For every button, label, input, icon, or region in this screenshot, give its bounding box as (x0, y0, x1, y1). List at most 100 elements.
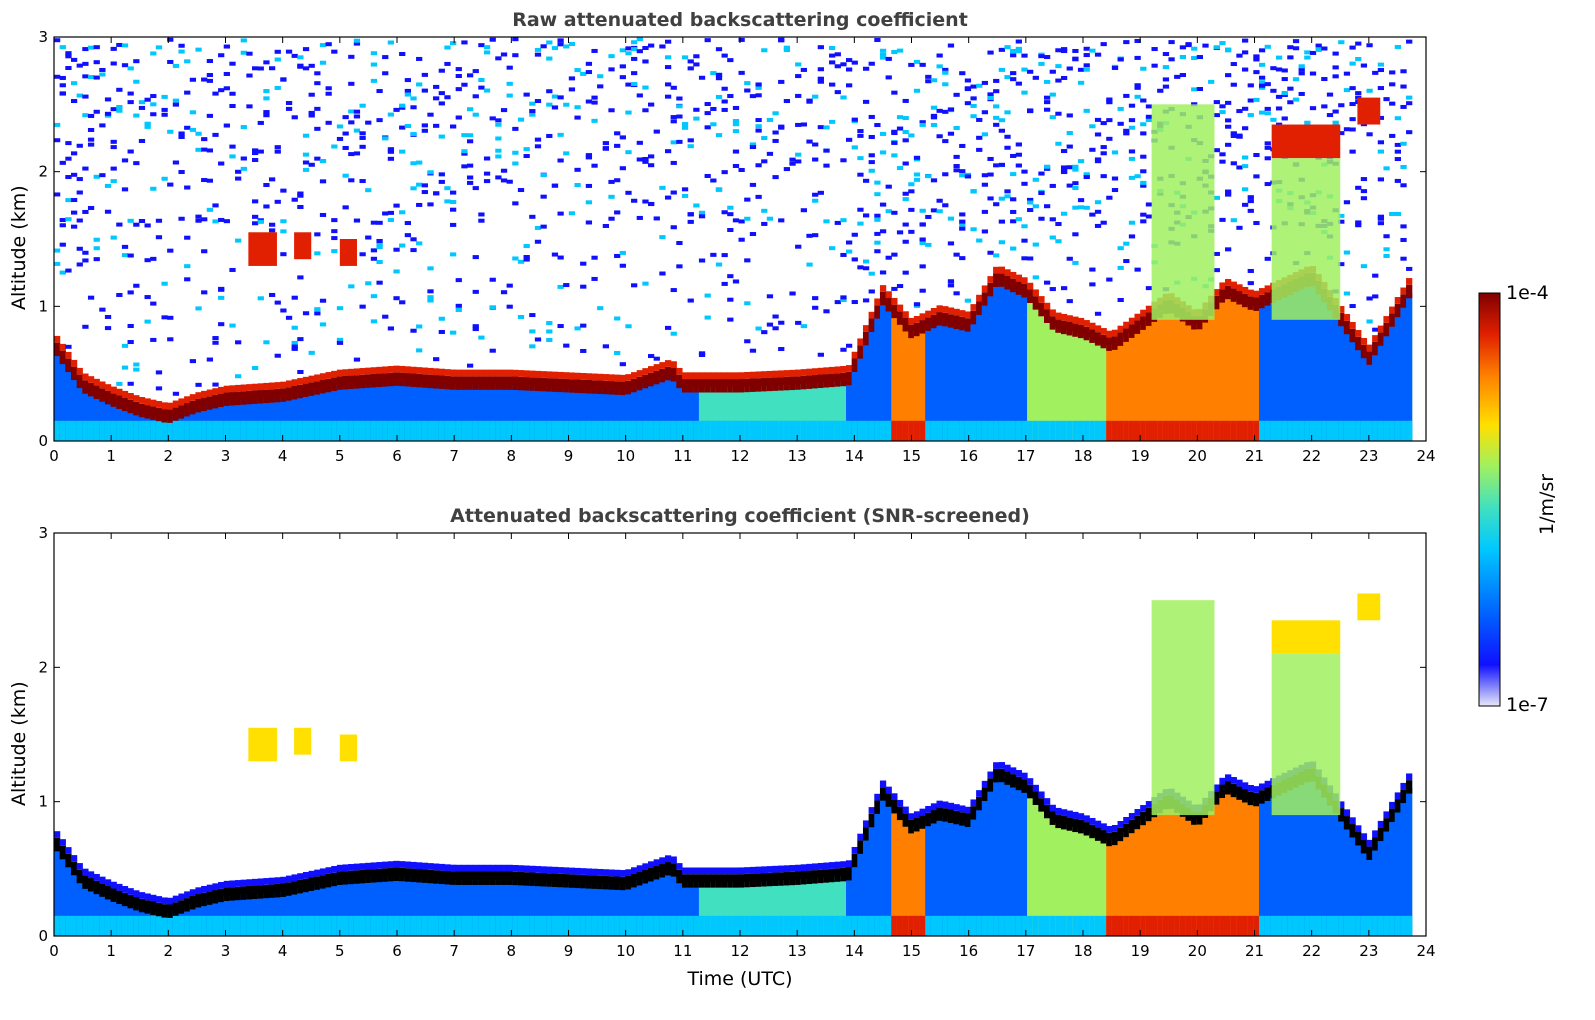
noise-speckle (1230, 82, 1237, 87)
noise-speckle (1123, 93, 1130, 98)
boundary-layer-top-cell (942, 808, 949, 822)
noise-speckle (851, 257, 858, 262)
boundary-layer-top-cell (189, 400, 197, 415)
boundary-layer-edge-cell (829, 366, 836, 374)
noise-speckle (1326, 92, 1334, 97)
noise-speckle (1072, 48, 1079, 53)
boundary-layer-edge-cell (1377, 820, 1385, 828)
noise-speckle (449, 124, 457, 129)
boundary-layer-top-cell (1049, 811, 1056, 825)
noise-speckle (1241, 202, 1249, 207)
noise-speckle (834, 64, 841, 69)
boundary-layer-edge-cell (1264, 285, 1271, 293)
surface-layer-cell (257, 420, 264, 441)
boundary-layer-top-cell (1225, 781, 1232, 795)
noise-speckle (1021, 224, 1028, 229)
mixed-layer-column (647, 876, 655, 936)
surface-layer-cell (908, 915, 915, 936)
mixed-layer-column (823, 877, 830, 936)
noise-speckle (438, 134, 445, 139)
mixed-layer-column (998, 776, 1005, 936)
noise-speckle (240, 166, 247, 171)
noise-speckle (438, 68, 445, 73)
noise-speckle (399, 103, 406, 108)
boundary-layer-top-cell (568, 874, 576, 888)
colorbar (1478, 292, 1501, 707)
noise-speckle (862, 99, 870, 104)
boundary-layer-edge-cell (1043, 302, 1051, 310)
noise-speckle (925, 242, 932, 247)
mixed-layer-column (1258, 798, 1266, 936)
noise-speckle (1032, 75, 1039, 80)
noise-speckle (218, 161, 225, 166)
surface-layer-cell (987, 420, 994, 441)
boundary-layer-edge-cell (410, 861, 417, 869)
boundary-layer-edge-cell (681, 372, 689, 380)
noise-speckle (1225, 124, 1232, 129)
noise-speckle (993, 122, 1000, 127)
noise-speckle (1247, 208, 1254, 213)
noise-speckle (1055, 48, 1062, 53)
noise-speckle (1128, 118, 1136, 123)
noise-speckle (732, 149, 740, 154)
surface-layer-cell (274, 420, 281, 441)
boundary-layer-top-cell (772, 872, 779, 886)
noise-speckle (201, 77, 208, 82)
noise-speckle (1225, 47, 1232, 52)
noise-speckle (597, 306, 604, 311)
boundary-layer-edge-cell (235, 384, 242, 392)
boundary-layer-edge-cell (1406, 278, 1413, 285)
cloud-column-cell (1271, 158, 1341, 320)
boundary-layer-top-cell (761, 873, 768, 887)
mixed-layer-column (65, 366, 72, 441)
noise-speckle (1258, 83, 1266, 88)
noise-speckle (1247, 113, 1254, 118)
boundary-layer-top-cell (761, 377, 768, 392)
noise-speckle (993, 163, 1000, 168)
noise-speckle (1021, 181, 1028, 186)
surface-layer-cell (336, 420, 344, 441)
noise-speckle (1140, 131, 1147, 136)
surface-layer-cell (874, 915, 881, 936)
noise-speckle (517, 188, 525, 193)
noise-speckle (551, 183, 559, 188)
noise-speckle (614, 131, 621, 136)
noise-speckle (104, 314, 112, 319)
noise-speckle (1343, 127, 1351, 132)
noise-speckle (642, 156, 649, 161)
noise-speckle (574, 115, 581, 120)
noise-speckle (947, 131, 955, 136)
surface-layer-cell (517, 915, 525, 936)
mixed-layer-column (693, 882, 700, 936)
boundary-layer-top-cell (1389, 808, 1396, 823)
noise-speckle (902, 239, 909, 244)
noise-speckle (1343, 200, 1351, 205)
surface-layer-cell (1191, 420, 1198, 441)
noise-speckle (54, 74, 61, 79)
boundary-layer-top-cell (184, 403, 191, 417)
surface-layer-cell (925, 915, 932, 936)
mixed-layer-column (953, 818, 960, 936)
surface-layer-cell (1049, 420, 1056, 441)
noise-speckle (1179, 73, 1187, 78)
mixed-layer-column (891, 808, 898, 936)
boundary-layer-top-cell (444, 375, 451, 390)
surface-layer-cell (104, 420, 112, 441)
surface-layer-cell (670, 420, 677, 441)
noise-speckle (953, 164, 960, 169)
mixed-layer-column (687, 387, 694, 441)
surface-layer-cell (1213, 915, 1220, 936)
noise-speckle (461, 149, 468, 154)
noise-speckle (93, 237, 100, 242)
noise-speckle (1332, 65, 1339, 70)
boundary-layer-top-cell (698, 379, 706, 393)
noise-speckle (1015, 39, 1022, 44)
mixed-layer-column (919, 328, 926, 441)
boundary-layer-top-cell (1343, 816, 1351, 830)
boundary-layer-top-cell (1355, 336, 1362, 351)
noise-speckle (1128, 149, 1136, 154)
boundary-layer-top-cell (172, 902, 180, 916)
mixed-layer-column (738, 882, 745, 936)
boundary-layer-top-cell (789, 376, 796, 391)
